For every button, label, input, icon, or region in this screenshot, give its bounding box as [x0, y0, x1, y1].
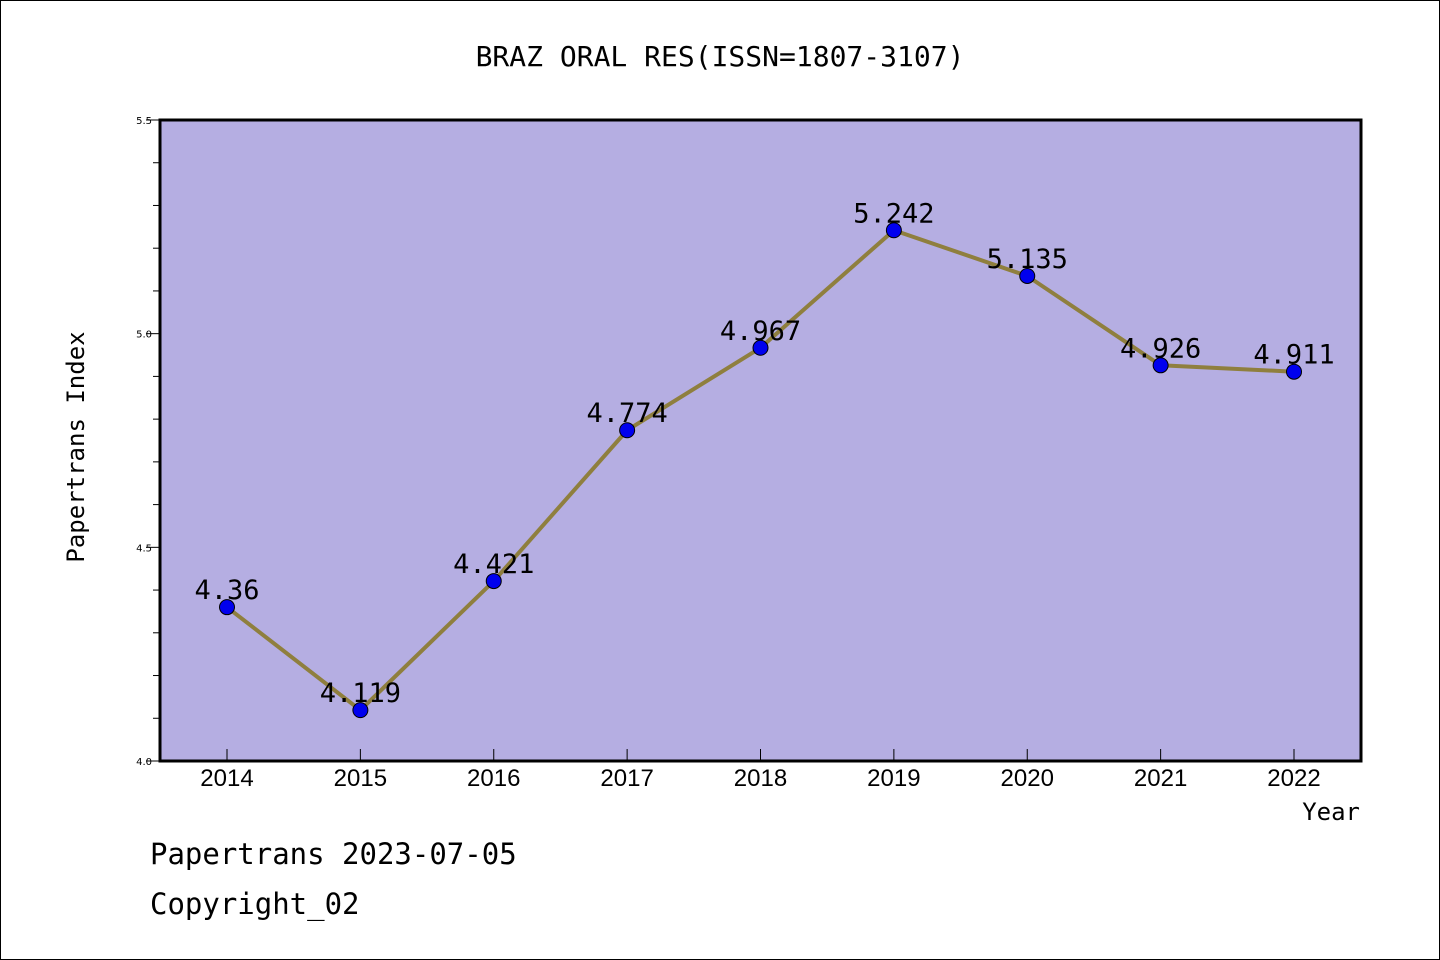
x-tick-label: 2019 — [867, 765, 920, 792]
footer-copyright: Copyright_02 — [150, 887, 360, 922]
x-axis-label: Year — [1302, 798, 1360, 826]
data-label: 4.119 — [320, 678, 401, 709]
data-label: 4.36 — [194, 575, 259, 606]
data-point — [1152, 357, 1169, 374]
data-point — [885, 222, 902, 239]
data-point — [1286, 363, 1302, 380]
chart-title: BRAZ ORAL RES(ISSN=1807-3107) — [476, 40, 965, 73]
plot-border — [158, 118, 1363, 763]
data-point — [485, 573, 502, 590]
data-label: 5.135 — [987, 244, 1068, 275]
data-points — [219, 222, 1302, 719]
data-point — [619, 422, 636, 439]
x-tick-label: 2018 — [734, 765, 787, 792]
x-tick-label: 2015 — [334, 765, 387, 792]
plot-area — [160, 120, 1361, 761]
data-point — [352, 702, 369, 719]
x-tick-label: 2020 — [1001, 765, 1054, 792]
data-label: 5.242 — [853, 198, 934, 229]
data-label: 4.774 — [586, 398, 667, 429]
footer-date: Papertrans 2023-07-05 — [150, 837, 517, 871]
y-tick-label: 4.5 — [136, 543, 152, 554]
x-tick-label: 2017 — [600, 765, 653, 792]
x-tick-label: 2022 — [1267, 765, 1320, 792]
data-label: 4.926 — [1120, 333, 1201, 364]
y-tick-label: 4.0 — [136, 757, 152, 768]
data-label: 4.911 — [1253, 340, 1334, 371]
data-point — [1019, 267, 1036, 284]
y-axis-label: Papertrans Index — [62, 331, 90, 562]
y-axis-ticks: 4.0 4.5 5.0 5.5 — [136, 116, 160, 768]
data-point — [752, 339, 769, 356]
x-axis-ticks: 2014 2015 2016 2017 2018 2019 2020 2021 2022 — [200, 749, 1321, 792]
x-tick-label: 2014 — [200, 765, 253, 792]
x-tick-label: 2016 — [467, 765, 520, 792]
data-labels: 4.36 4.119 4.421 4.774 4.967 5.242 5.135 4.926 4… — [194, 198, 1334, 709]
x-tick-label: 2021 — [1134, 765, 1187, 792]
y-tick-label: 5.5 — [136, 116, 152, 127]
y-tick-label: 5.0 — [136, 330, 152, 341]
data-label: 4.421 — [453, 549, 534, 580]
data-label: 4.967 — [720, 316, 801, 347]
data-point — [219, 599, 235, 616]
